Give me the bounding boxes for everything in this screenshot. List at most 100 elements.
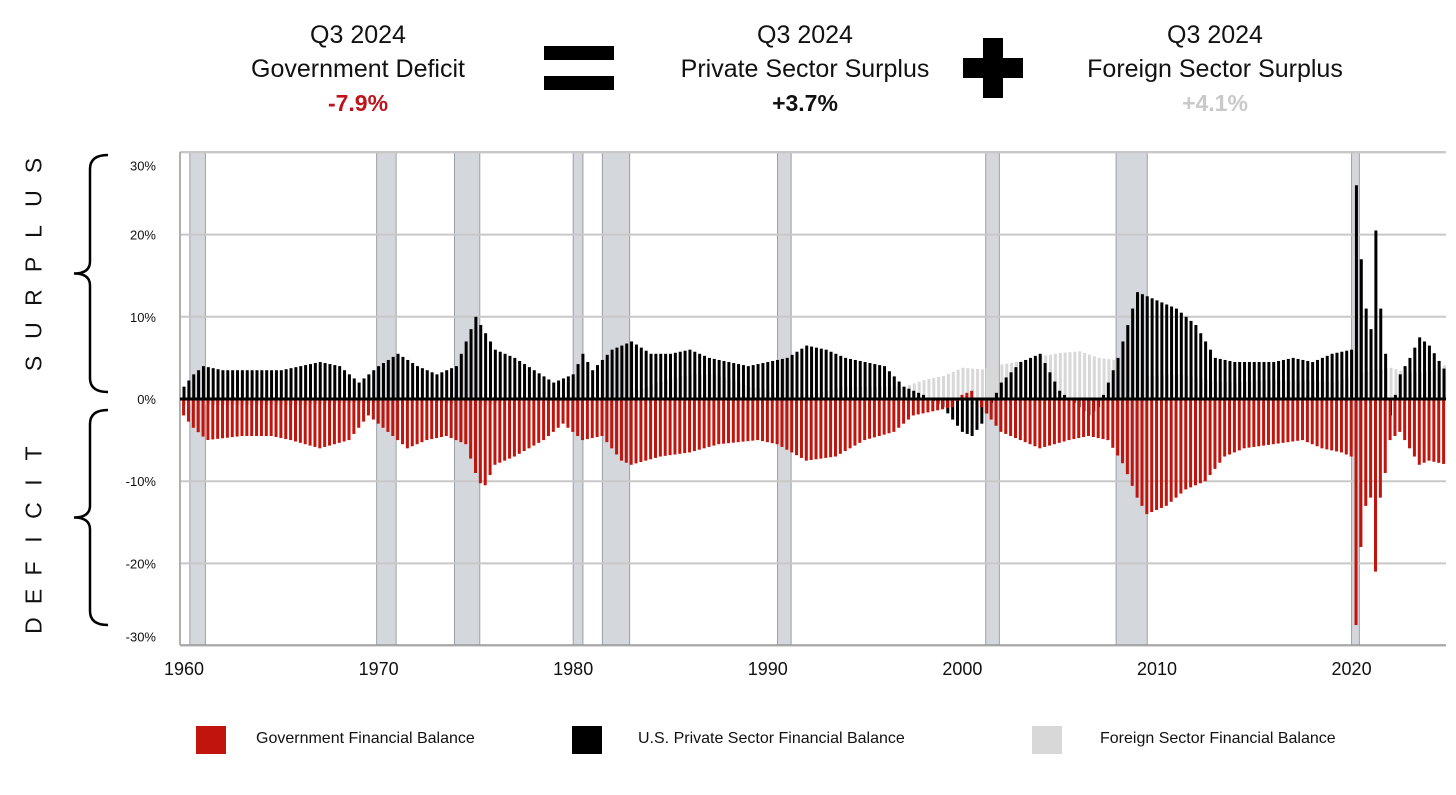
private-bar [1354, 185, 1358, 399]
government-bar [858, 399, 862, 443]
government-bar [512, 399, 516, 457]
government-bar [1057, 399, 1061, 443]
private-bar [615, 347, 619, 399]
government-bar [1077, 399, 1081, 439]
private-bar [1233, 362, 1237, 399]
private-bar [1408, 357, 1412, 399]
private-bar [844, 357, 848, 399]
private-bar [668, 353, 672, 399]
private-bar [192, 374, 196, 399]
private-bar [883, 366, 887, 399]
x-tick-label: 1990 [748, 659, 788, 679]
private-bar [1350, 349, 1354, 399]
private-bar [279, 370, 283, 399]
private-bar [951, 399, 955, 420]
x-tick-label: 1970 [359, 659, 399, 679]
foreign-label: Foreign Sector Surplus [1087, 55, 1343, 83]
private-bar [688, 349, 692, 399]
private-bar [776, 359, 780, 399]
government-bar [1344, 399, 1348, 455]
government-bar [1301, 399, 1305, 441]
private-bar [965, 399, 969, 434]
private-bar [508, 355, 512, 399]
private-bar [435, 374, 439, 399]
private-bar [717, 359, 721, 399]
government-bar [1432, 399, 1436, 462]
government-bar [863, 399, 867, 441]
government-bar [1286, 399, 1290, 443]
government-bar [1159, 399, 1163, 508]
private-bar [1320, 357, 1324, 399]
private-bar [469, 329, 473, 399]
surplus-brace [73, 153, 109, 394]
private-bar [795, 351, 799, 399]
private-bar [810, 346, 814, 399]
private-bar [250, 370, 254, 399]
government-bar [1320, 399, 1324, 449]
government-bar [1004, 399, 1008, 434]
government-bar [658, 399, 662, 457]
government-bar [1276, 399, 1280, 444]
private-bar [1286, 358, 1290, 399]
government-bar [1373, 399, 1377, 572]
government-bar [503, 399, 507, 461]
government-bar [255, 399, 259, 436]
government-bar [245, 399, 249, 436]
government-bar [838, 399, 842, 454]
government-bar [726, 399, 730, 444]
private-bar [328, 364, 332, 399]
government-bar [624, 399, 628, 463]
government-bar [1305, 399, 1309, 443]
private-bar [644, 350, 648, 399]
government-bar [1203, 399, 1207, 482]
government-bar [473, 399, 477, 473]
government-bar [1106, 399, 1110, 441]
government-bar [824, 399, 828, 458]
private-bar [1150, 298, 1154, 399]
private-bar [1296, 358, 1300, 399]
private-bar [518, 360, 522, 399]
government-bar [775, 399, 779, 445]
government-bar [756, 399, 760, 441]
government-bar [182, 399, 186, 416]
private-bar [1277, 360, 1281, 399]
government-bar [853, 399, 857, 446]
government-bar [1349, 399, 1353, 457]
government-bar [989, 399, 993, 420]
government-bar [916, 399, 920, 415]
government-bar [1242, 399, 1246, 449]
private-bar [381, 363, 385, 399]
foreign-bar [990, 366, 994, 399]
private-bar [527, 367, 531, 399]
government-bar [1116, 399, 1120, 456]
private-bar [591, 370, 595, 399]
government-bar [761, 399, 765, 442]
government-bar [1252, 399, 1256, 447]
government-bar [1043, 399, 1047, 447]
private-bar [1199, 333, 1203, 399]
government-bar [897, 399, 901, 428]
private-bar [630, 341, 634, 399]
government-bar [1393, 399, 1397, 436]
private-bar [887, 371, 891, 399]
equals-icon-top-bar [544, 46, 614, 60]
government-bar [318, 399, 322, 449]
government-bar [1164, 399, 1168, 506]
private-bar [226, 370, 230, 399]
government-bar [1330, 399, 1334, 451]
government-bar [926, 399, 930, 413]
government-bar [945, 399, 949, 409]
government-bar [211, 399, 215, 440]
foreign-bar [951, 371, 955, 399]
private-bar [1340, 351, 1344, 399]
private-bar [1247, 362, 1251, 399]
private-bar [396, 353, 400, 399]
y-tick-label: 30% [130, 158, 156, 173]
private-bar [231, 370, 235, 399]
private-bar [819, 348, 823, 399]
government-bar [668, 399, 672, 456]
private-bar [834, 353, 838, 399]
government-bar [906, 399, 910, 420]
government-bar [313, 399, 317, 447]
foreign-bar [1068, 352, 1072, 399]
